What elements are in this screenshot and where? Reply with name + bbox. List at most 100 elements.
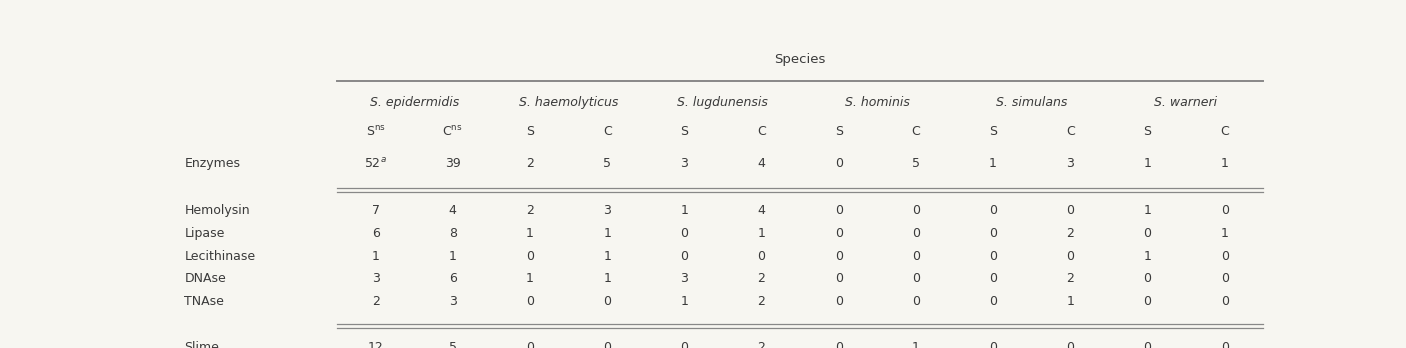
Text: 0: 0 [681,341,689,348]
Text: 1: 1 [449,250,457,263]
Text: 0: 0 [1066,204,1074,217]
Text: 2: 2 [758,295,765,308]
Text: C: C [758,125,766,138]
Text: 1: 1 [758,227,765,240]
Text: 0: 0 [912,250,920,263]
Text: 39: 39 [444,157,461,170]
Text: 1: 1 [681,204,689,217]
Text: 0: 0 [988,341,997,348]
Text: 0: 0 [835,204,842,217]
Text: S. hominis: S. hominis [845,96,910,109]
Text: S: S [835,125,842,138]
Text: 8: 8 [449,227,457,240]
Text: 4: 4 [449,204,457,217]
Text: S$^{\mathregular{ns}}$: S$^{\mathregular{ns}}$ [366,125,385,139]
Text: C: C [1220,125,1229,138]
Text: 0: 0 [835,295,842,308]
Text: C: C [603,125,612,138]
Text: 52$^{a}$: 52$^{a}$ [364,157,387,171]
Text: 0: 0 [988,227,997,240]
Text: 0: 0 [1220,204,1229,217]
Text: 5: 5 [912,157,920,170]
Text: S: S [988,125,997,138]
Text: Slime: Slime [184,341,219,348]
Text: 2: 2 [758,272,765,285]
Text: 0: 0 [681,227,689,240]
Text: 6: 6 [371,227,380,240]
Text: 0: 0 [603,295,612,308]
Text: 12: 12 [368,341,384,348]
Text: 0: 0 [912,227,920,240]
Text: 2: 2 [1066,227,1074,240]
Text: C: C [911,125,921,138]
Text: Lipase: Lipase [184,227,225,240]
Text: 0: 0 [681,250,689,263]
Text: 0: 0 [526,295,534,308]
Text: S: S [526,125,534,138]
Text: 0: 0 [835,341,842,348]
Text: S. simulans: S. simulans [995,96,1067,109]
Text: Enzymes: Enzymes [184,157,240,170]
Text: Species: Species [775,53,825,66]
Text: 1: 1 [526,227,534,240]
Text: 1: 1 [1143,204,1152,217]
Text: S. warneri: S. warneri [1154,96,1218,109]
Text: 3: 3 [681,272,689,285]
Text: 1: 1 [1143,250,1152,263]
Text: Hemolysin: Hemolysin [184,204,250,217]
Text: 0: 0 [835,227,842,240]
Text: 2: 2 [371,295,380,308]
Text: 0: 0 [988,295,997,308]
Text: S: S [681,125,689,138]
Text: 0: 0 [526,250,534,263]
Text: 1: 1 [681,295,689,308]
Text: 0: 0 [912,204,920,217]
Text: 3: 3 [603,204,612,217]
Text: 4: 4 [758,204,765,217]
Text: 1: 1 [526,272,534,285]
Text: 5: 5 [603,157,612,170]
Text: 2: 2 [1066,272,1074,285]
Text: 0: 0 [835,250,842,263]
Text: DNAse: DNAse [184,272,226,285]
Text: 0: 0 [1143,227,1152,240]
Text: C: C [1066,125,1074,138]
Text: 2: 2 [758,341,765,348]
Text: 0: 0 [1220,341,1229,348]
Text: 0: 0 [526,341,534,348]
Text: 0: 0 [988,272,997,285]
Text: 1: 1 [1220,227,1229,240]
Text: 0: 0 [1143,295,1152,308]
Text: 0: 0 [1220,295,1229,308]
Text: 1: 1 [603,250,612,263]
Text: C$^{\mathregular{ns}}$: C$^{\mathregular{ns}}$ [443,125,463,139]
Text: 0: 0 [835,272,842,285]
Text: 0: 0 [835,157,842,170]
Text: 1: 1 [912,341,920,348]
Text: 1: 1 [603,272,612,285]
Text: 0: 0 [912,272,920,285]
Text: 3: 3 [449,295,457,308]
Text: 2: 2 [526,204,534,217]
Text: 7: 7 [371,204,380,217]
Text: S. haemolyticus: S. haemolyticus [519,96,619,109]
Text: 1: 1 [1143,157,1152,170]
Text: 0: 0 [1066,250,1074,263]
Text: 5: 5 [449,341,457,348]
Text: 0: 0 [1143,341,1152,348]
Text: 6: 6 [449,272,457,285]
Text: 0: 0 [1220,250,1229,263]
Text: 1: 1 [603,227,612,240]
Text: TNAse: TNAse [184,295,225,308]
Text: 1: 1 [1066,295,1074,308]
Text: 0: 0 [988,250,997,263]
Text: 0: 0 [1143,272,1152,285]
Text: 0: 0 [988,204,997,217]
Text: 2: 2 [526,157,534,170]
Text: 0: 0 [1066,341,1074,348]
Text: 1: 1 [990,157,997,170]
Text: S. lugdunensis: S. lugdunensis [678,96,768,109]
Text: Lecithinase: Lecithinase [184,250,256,263]
Text: 1: 1 [1220,157,1229,170]
Text: 0: 0 [758,250,765,263]
